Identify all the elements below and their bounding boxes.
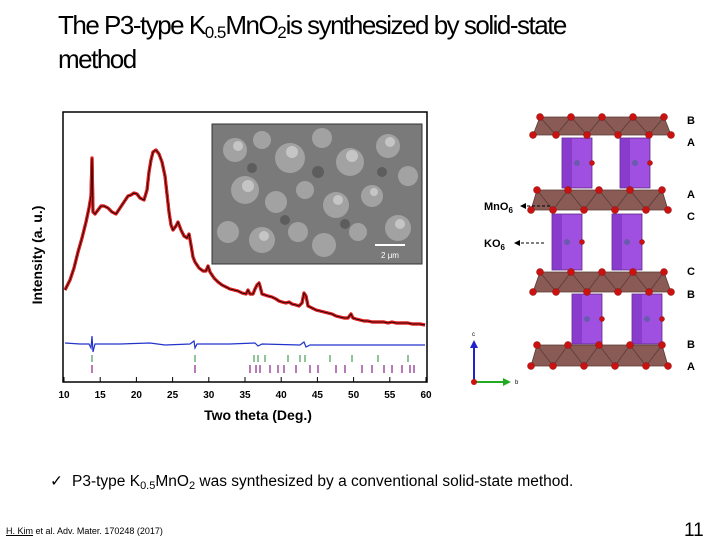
x-axis-tick-labels: 10 15 20 25 30 35 40 45 50 55 60 bbox=[58, 390, 432, 401]
crystal-structure: MnO6 KO6 B A A C C B B A c b bbox=[470, 113, 695, 386]
bragg-ticks-purple bbox=[91, 365, 415, 373]
x-tick-label: 30 bbox=[203, 390, 215, 401]
x-axis-label: Two theta (Deg.) bbox=[204, 407, 312, 423]
stacking-letter: C bbox=[687, 211, 695, 223]
caption-subscript-2: 2 bbox=[188, 480, 196, 492]
ko6-label: KO6 bbox=[484, 238, 506, 252]
title-subscript-2: 2 bbox=[277, 23, 287, 42]
x-tick-label: 20 bbox=[131, 390, 143, 401]
axes-indicator: c b bbox=[470, 332, 519, 386]
reference: H. Kim et al. Adv. Mater. 170248 (2017) bbox=[6, 526, 163, 536]
bragg-ticks-green bbox=[91, 355, 409, 362]
x-tick-label: 10 bbox=[58, 390, 70, 401]
stacking-letter: B bbox=[687, 289, 695, 301]
figure: 10 15 20 25 30 35 40 45 50 55 60 Two theta (Deg.) … bbox=[29, 111, 695, 423]
stacking-letter: B bbox=[687, 115, 695, 127]
x-tick-label: 50 bbox=[348, 390, 360, 401]
axis-b-label: b bbox=[515, 380, 519, 386]
title-subscript-1: 0.5 bbox=[204, 23, 227, 42]
stacking-letter: A bbox=[687, 189, 695, 201]
caption-mid: Mn bbox=[155, 473, 177, 490]
title-suffix: is synthesized by solid-state bbox=[285, 10, 568, 40]
y-axis-label: Intensity (a. u.) bbox=[29, 206, 45, 305]
fitted-pattern-line bbox=[64, 149, 426, 326]
stacking-letter: A bbox=[687, 361, 695, 373]
caption-suffix: was synthesized by a conventional solid-… bbox=[195, 473, 574, 490]
stacking-letter: A bbox=[687, 137, 695, 149]
title-mid: Mn bbox=[225, 10, 260, 40]
slide-number: 11 bbox=[684, 520, 704, 541]
x-tick-label: 15 bbox=[95, 390, 107, 401]
stacking-letter: C bbox=[687, 266, 695, 278]
x-tick-label: 45 bbox=[312, 390, 324, 401]
oxygen-atoms bbox=[527, 113, 675, 370]
slide-title: The P3-type K0.5MnO2is synthesized by so… bbox=[58, 8, 658, 76]
stacking-sequence: B A A C C B B A bbox=[687, 115, 695, 373]
check-icon: ✓ bbox=[50, 473, 63, 490]
title-prefix: The P3-type K bbox=[58, 10, 206, 40]
caption-subscript-1: 0.5 bbox=[140, 480, 156, 492]
x-tick-label: 55 bbox=[384, 390, 396, 401]
mno6-label: MnO6 bbox=[484, 201, 513, 215]
stacking-letter: B bbox=[687, 339, 695, 351]
x-tick-label: 25 bbox=[167, 390, 179, 401]
caption-oxygen: O bbox=[176, 473, 189, 490]
title-line-2: method bbox=[58, 44, 137, 74]
x-tick-label: 60 bbox=[420, 390, 432, 401]
title-oxygen: O bbox=[258, 10, 278, 40]
x-axis-tick-marks bbox=[63, 377, 427, 382]
x-tick-label: 40 bbox=[276, 390, 288, 401]
axis-c-label: c bbox=[472, 332, 475, 338]
caption: ✓ P3-type K0.5MnO2 was synthesized by a c… bbox=[50, 472, 574, 492]
difference-curve bbox=[64, 335, 425, 353]
caption-prefix: P3-type K bbox=[72, 473, 141, 490]
x-tick-label: 35 bbox=[239, 390, 251, 401]
sem-image-inset: 2 μm bbox=[211, 123, 423, 265]
reference-rest: et al. Adv. Mater. 170248 (2017) bbox=[33, 526, 163, 536]
reference-author-link[interactable]: H. Kim bbox=[6, 526, 33, 536]
scale-bar-label: 2 μm bbox=[381, 251, 399, 260]
